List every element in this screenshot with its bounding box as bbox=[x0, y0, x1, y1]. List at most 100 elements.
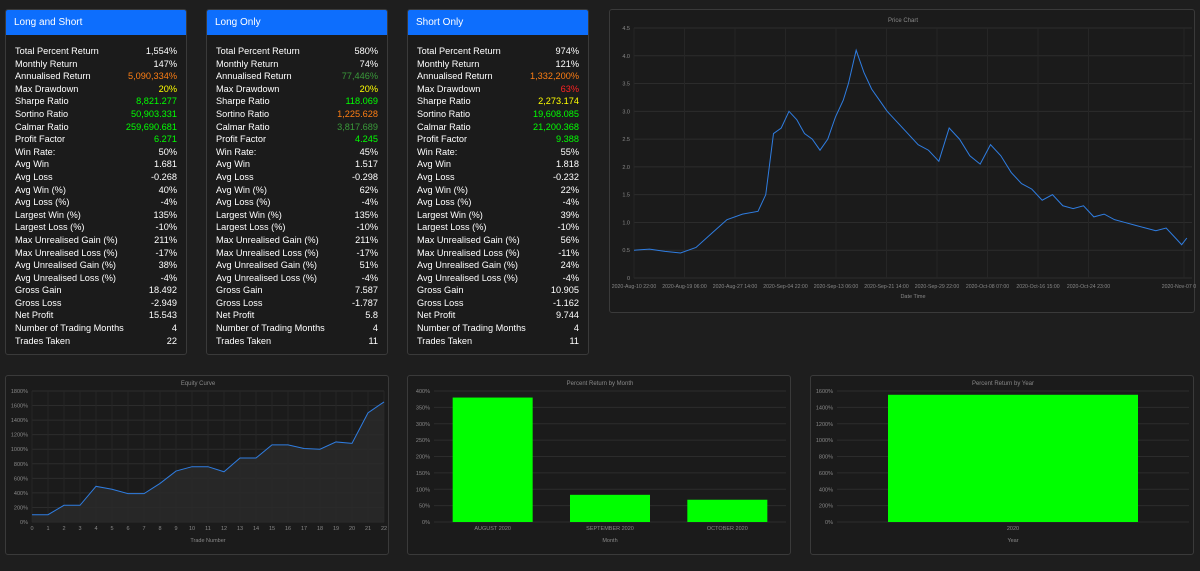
stat-label: Sharpe Ratio bbox=[216, 96, 270, 107]
stat-value: 1,225.628 bbox=[337, 108, 378, 119]
stat-label: Largest Loss (%) bbox=[15, 222, 85, 233]
stat-label: Win Rate: bbox=[216, 146, 257, 157]
stat-row: Total Percent Return 1,554% bbox=[15, 45, 177, 58]
stat-row: Sharpe Ratio 2,273.174 bbox=[417, 95, 579, 108]
x-tick-label: 2020-Sep-21 14:00 bbox=[864, 284, 909, 290]
x-tick-label: 2020-Sep-29 22:00 bbox=[915, 284, 960, 290]
chart-title: Equity Curve bbox=[181, 381, 216, 387]
stat-row: Gross Loss -1.162 bbox=[417, 297, 579, 310]
monthly-return-chart[interactable]: Percent Return by Month Month 0% 50% 100% 150… bbox=[408, 376, 792, 556]
stat-value: 1.818 bbox=[556, 159, 579, 170]
stat-row: Annualised Return 77,446% bbox=[216, 70, 378, 83]
stat-row: Net Profit 15.543 bbox=[15, 309, 177, 322]
stat-row: Gross Gain 7.587 bbox=[216, 284, 378, 297]
x-tick-label: 9 bbox=[174, 526, 177, 532]
y-tick-label: 1000% bbox=[11, 447, 28, 453]
y-tick-label: 250% bbox=[416, 438, 430, 444]
y-tick-label: 1200% bbox=[11, 433, 28, 439]
stat-label: Max Unrealised Loss (%) bbox=[417, 247, 520, 258]
stat-value: -0.232 bbox=[552, 171, 579, 182]
y-tick-label: 1.0 bbox=[622, 220, 630, 226]
stat-label: Avg Loss bbox=[15, 171, 53, 182]
stat-row: Avg Loss (%) -4% bbox=[216, 196, 378, 209]
stat-value: 55% bbox=[560, 146, 579, 157]
y-tick-label: 3.0 bbox=[622, 109, 630, 115]
stat-value: -0.298 bbox=[351, 171, 378, 182]
stat-row: Max Unrealised Gain (%) 211% bbox=[216, 234, 378, 247]
stat-value: -11% bbox=[558, 247, 579, 258]
stat-row: Monthly Return 74% bbox=[216, 58, 378, 71]
stat-label: Max Unrealised Loss (%) bbox=[216, 247, 319, 258]
yearly-return-panel: Percent Return by Year Year 0% 200% 400% 600%… bbox=[810, 375, 1194, 555]
stat-value: 147% bbox=[153, 58, 178, 69]
stat-label: Avg Unrealised Loss (%) bbox=[216, 272, 317, 283]
stat-row: Largest Loss (%) -10% bbox=[216, 221, 378, 234]
stat-row: Gross Gain 10.905 bbox=[417, 284, 579, 297]
stat-value: -17% bbox=[356, 247, 378, 258]
stat-value: 18.492 bbox=[148, 285, 177, 296]
y-tick-label: 400% bbox=[819, 487, 833, 493]
stat-label: Largest Loss (%) bbox=[216, 222, 286, 233]
stat-label: Sortino Ratio bbox=[216, 108, 270, 119]
price-chart[interactable]: Price Chart Date Time 0 0.5 1.0 1.5 2.0 2.5 3.0 3… bbox=[610, 10, 1196, 314]
stat-row: Monthly Return 147% bbox=[15, 58, 177, 71]
y-tick-label: 300% bbox=[416, 422, 430, 428]
stat-row: Max Drawdown 20% bbox=[216, 83, 378, 96]
y-tick-label: 1600% bbox=[11, 404, 28, 410]
y-tick-label: 1000% bbox=[816, 438, 833, 444]
stat-row: Number of Trading Months 4 bbox=[216, 322, 378, 335]
stat-row: Avg Loss -0.298 bbox=[216, 171, 378, 184]
stat-label: Largest Win (%) bbox=[216, 209, 282, 220]
stat-label: Monthly Return bbox=[216, 58, 279, 69]
x-tick-label: 8 bbox=[158, 526, 161, 532]
stat-value: -0.268 bbox=[150, 171, 177, 182]
stat-value: 21,200.368 bbox=[533, 121, 579, 132]
stat-row: Gross Loss -1.787 bbox=[216, 297, 378, 310]
y-tick-label: 2.5 bbox=[622, 137, 630, 143]
stat-value: 6.271 bbox=[154, 134, 177, 145]
yearly-return-chart[interactable]: Percent Return by Year Year 0% 200% 400% 600%… bbox=[811, 376, 1195, 556]
stat-label: Total Percent Return bbox=[216, 46, 300, 56]
x-tick-label: AUGUST 2020 bbox=[474, 526, 511, 532]
stat-row: Avg Win 1.818 bbox=[417, 158, 579, 171]
stat-row: Max Drawdown 20% bbox=[15, 83, 177, 96]
stat-row: Largest Win (%) 135% bbox=[216, 209, 378, 222]
stat-row: Avg Unrealised Loss (%) -4% bbox=[15, 272, 177, 285]
stat-value: 56% bbox=[560, 234, 579, 245]
stat-value: 40% bbox=[158, 184, 177, 195]
stat-label: Total Percent Return bbox=[15, 46, 99, 56]
stat-value: 39% bbox=[560, 209, 579, 220]
x-tick-label: 12 bbox=[221, 526, 227, 532]
stat-row: Trades Taken 11 bbox=[417, 335, 579, 348]
stat-row: Avg Win 1.517 bbox=[216, 158, 378, 171]
monthly-return-panel: Percent Return by Month Month 0% 50% 100% 150… bbox=[407, 375, 791, 555]
stat-label: Total Percent Return bbox=[417, 46, 501, 56]
x-tick-label: 2020-Oct-16 15:00 bbox=[1016, 284, 1059, 290]
stat-row: Sortino Ratio 50,903.331 bbox=[15, 108, 177, 121]
stat-row: Avg Loss (%) -4% bbox=[417, 196, 579, 209]
stat-label: Gross Gain bbox=[216, 285, 263, 296]
stat-row: Calmar Ratio 3,817.689 bbox=[216, 121, 378, 134]
x-tick-label: 3 bbox=[78, 526, 81, 532]
stat-value: 10.905 bbox=[550, 285, 579, 296]
x-axis-label: Date Time bbox=[900, 294, 925, 300]
y-tick-label: 3.5 bbox=[622, 82, 630, 88]
stats-list: Total Percent Return 1,554% Monthly Return… bbox=[6, 35, 186, 347]
y-tick-label: 200% bbox=[819, 504, 833, 510]
stat-value: -4% bbox=[160, 272, 177, 283]
y-tick-label: 0% bbox=[20, 520, 28, 526]
stat-row: Annualised Return 5,090,334% bbox=[15, 70, 177, 83]
stat-value: 4 bbox=[573, 323, 579, 334]
x-tick-label: 2020-Aug-27 14:00 bbox=[713, 284, 758, 290]
stat-label: Sortino Ratio bbox=[15, 108, 69, 119]
stat-row: Max Unrealised Loss (%) -17% bbox=[15, 247, 177, 260]
card-short-only: Short Only Total Percent Return 974% Month… bbox=[407, 9, 589, 355]
y-tick-label: 1200% bbox=[816, 422, 833, 428]
stat-row: Profit Factor 4.245 bbox=[216, 133, 378, 146]
x-tick-label: 2020-Nov-07 07:00 bbox=[1162, 284, 1196, 290]
chart-title: Percent Return by Year bbox=[972, 381, 1034, 387]
stat-label: Monthly Return bbox=[15, 58, 78, 69]
stats-list: Total Percent Return 974% Monthly Return 12… bbox=[408, 35, 588, 347]
stat-row: Max Unrealised Loss (%) -11% bbox=[417, 247, 579, 260]
